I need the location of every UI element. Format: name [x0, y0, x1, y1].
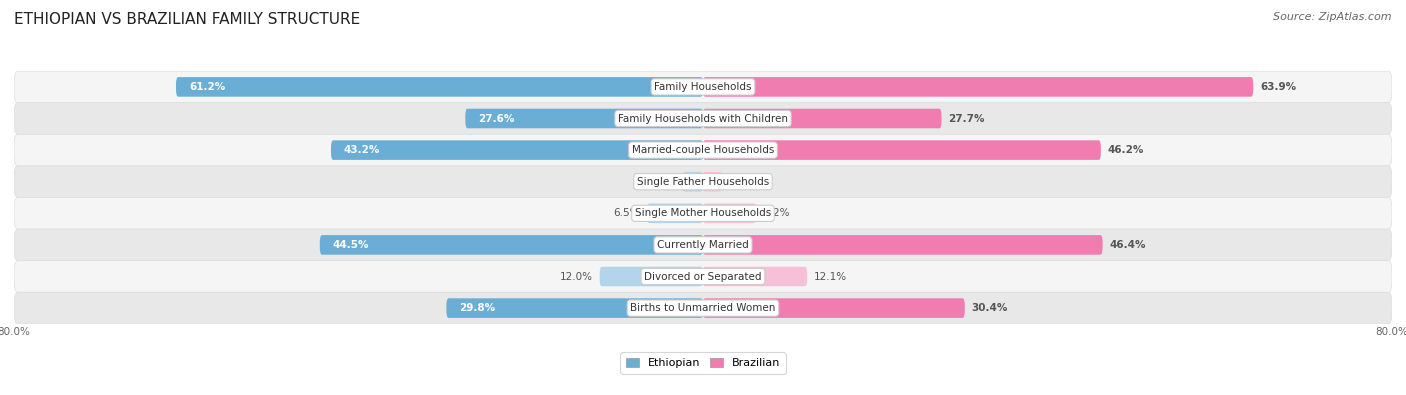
Text: 43.2%: 43.2% [344, 145, 380, 155]
Text: Births to Unmarried Women: Births to Unmarried Women [630, 303, 776, 313]
FancyBboxPatch shape [319, 235, 703, 255]
Text: 46.2%: 46.2% [1108, 145, 1144, 155]
Text: 27.7%: 27.7% [949, 113, 986, 124]
FancyBboxPatch shape [703, 77, 1253, 97]
FancyBboxPatch shape [14, 71, 1392, 103]
Text: Family Households: Family Households [654, 82, 752, 92]
Legend: Ethiopian, Brazilian: Ethiopian, Brazilian [620, 352, 786, 374]
FancyBboxPatch shape [599, 267, 703, 286]
Text: Currently Married: Currently Married [657, 240, 749, 250]
Text: 61.2%: 61.2% [188, 82, 225, 92]
Text: 46.4%: 46.4% [1109, 240, 1146, 250]
FancyBboxPatch shape [176, 77, 703, 97]
FancyBboxPatch shape [330, 140, 703, 160]
Text: 2.4%: 2.4% [650, 177, 675, 187]
FancyBboxPatch shape [703, 235, 1102, 255]
Text: 12.0%: 12.0% [560, 271, 593, 282]
Text: Married-couple Households: Married-couple Households [631, 145, 775, 155]
Text: 12.1%: 12.1% [814, 271, 848, 282]
FancyBboxPatch shape [703, 172, 721, 192]
Text: Divorced or Separated: Divorced or Separated [644, 271, 762, 282]
Text: 63.9%: 63.9% [1260, 82, 1296, 92]
Text: 6.2%: 6.2% [763, 208, 790, 218]
Text: 30.4%: 30.4% [972, 303, 1008, 313]
FancyBboxPatch shape [703, 140, 1101, 160]
FancyBboxPatch shape [14, 261, 1392, 292]
FancyBboxPatch shape [703, 203, 756, 223]
FancyBboxPatch shape [446, 298, 703, 318]
FancyBboxPatch shape [703, 267, 807, 286]
FancyBboxPatch shape [465, 109, 703, 128]
FancyBboxPatch shape [14, 229, 1392, 261]
Text: Family Households with Children: Family Households with Children [619, 113, 787, 124]
FancyBboxPatch shape [14, 103, 1392, 134]
FancyBboxPatch shape [703, 109, 942, 128]
Text: Source: ZipAtlas.com: Source: ZipAtlas.com [1274, 12, 1392, 22]
Text: ETHIOPIAN VS BRAZILIAN FAMILY STRUCTURE: ETHIOPIAN VS BRAZILIAN FAMILY STRUCTURE [14, 12, 360, 27]
FancyBboxPatch shape [14, 134, 1392, 166]
Text: 27.6%: 27.6% [478, 113, 515, 124]
FancyBboxPatch shape [14, 198, 1392, 229]
Text: 44.5%: 44.5% [333, 240, 370, 250]
FancyBboxPatch shape [682, 172, 703, 192]
Text: 2.2%: 2.2% [728, 177, 755, 187]
Text: 6.5%: 6.5% [613, 208, 640, 218]
Text: Single Father Households: Single Father Households [637, 177, 769, 187]
FancyBboxPatch shape [703, 298, 965, 318]
Text: Single Mother Households: Single Mother Households [636, 208, 770, 218]
Text: 29.8%: 29.8% [460, 303, 495, 313]
FancyBboxPatch shape [14, 292, 1392, 324]
FancyBboxPatch shape [647, 203, 703, 223]
FancyBboxPatch shape [14, 166, 1392, 198]
